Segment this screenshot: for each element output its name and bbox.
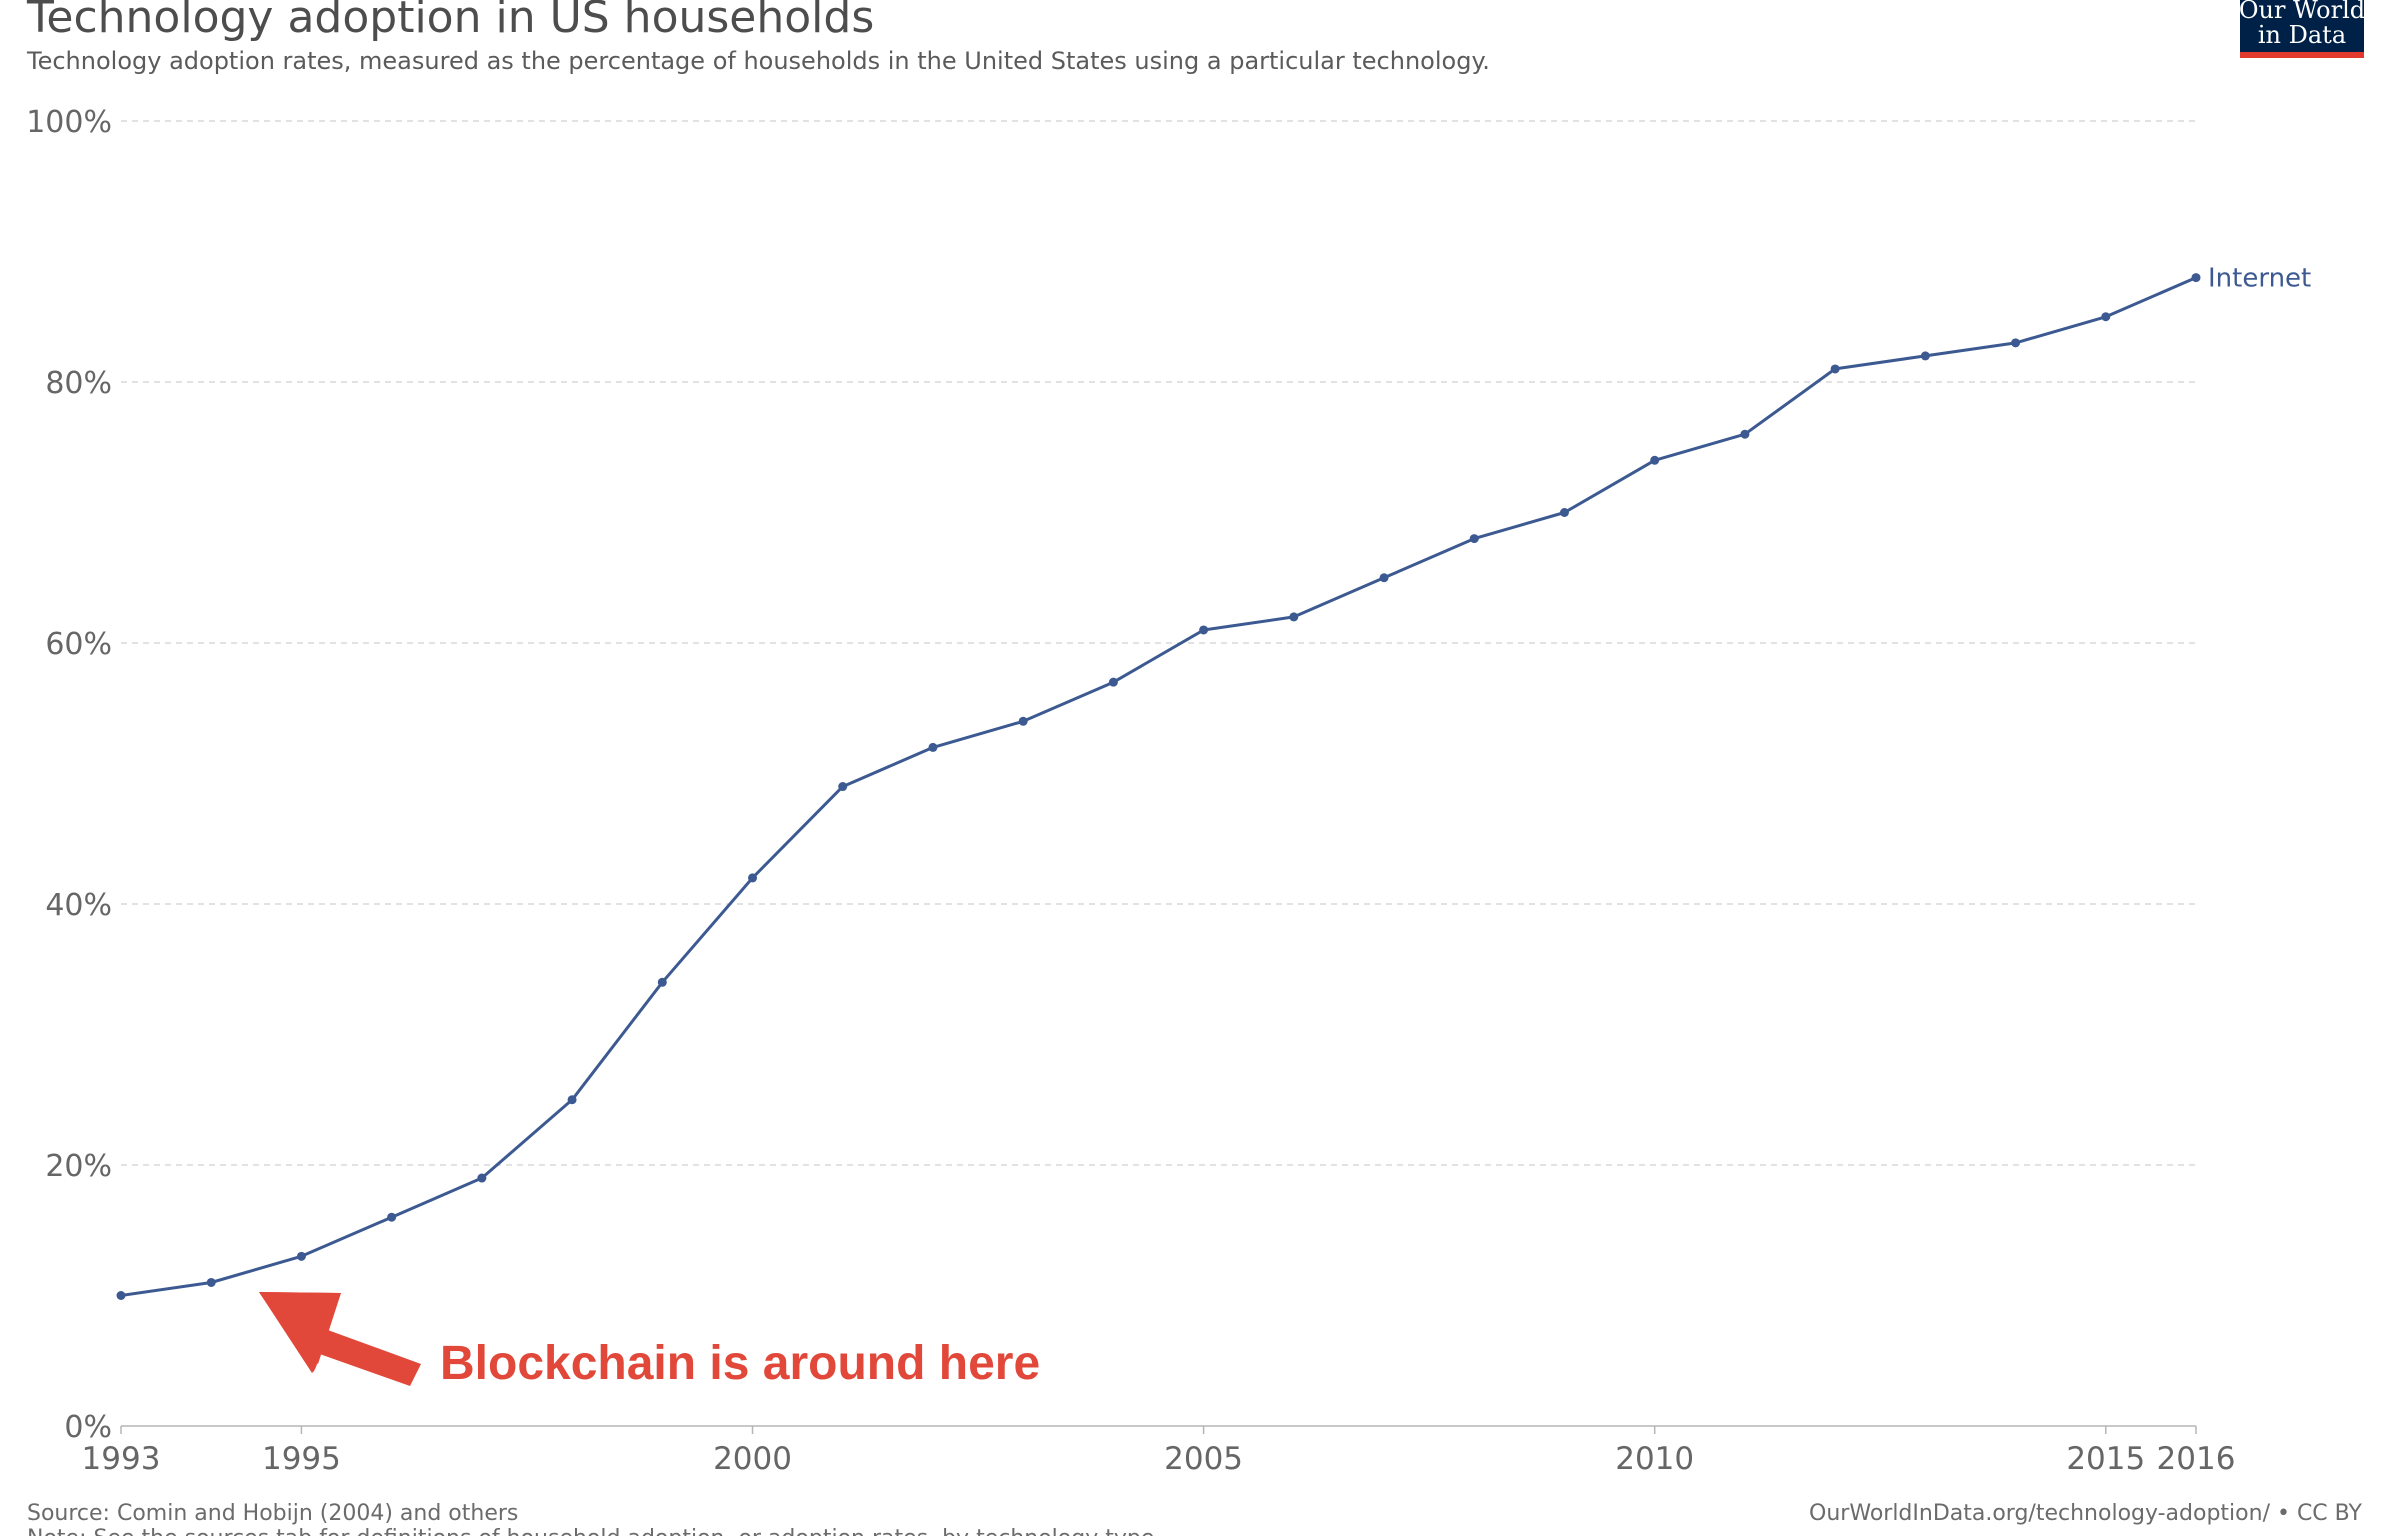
data-point[interactable] — [296, 1251, 306, 1261]
annotation-arrow-head — [259, 1292, 341, 1364]
data-point[interactable] — [1199, 625, 1209, 635]
data-point[interactable] — [477, 1173, 487, 1183]
y-tick-label: 60% — [45, 627, 112, 662]
chart-title: Technology adoption in US households — [26, 0, 874, 43]
data-point[interactable] — [1740, 429, 1750, 439]
x-tick-label: 1995 — [262, 1441, 341, 1477]
data-point[interactable] — [1469, 534, 1479, 544]
series-line-internet[interactable] — [120, 276, 2197, 1297]
data-point[interactable] — [2191, 273, 2201, 283]
data-point[interactable] — [748, 873, 758, 883]
data-point[interactable] — [1830, 364, 1840, 374]
y-tick-label: 0% — [64, 1410, 112, 1445]
y-tick-label: 20% — [45, 1149, 112, 1184]
data-point[interactable] — [1379, 573, 1389, 583]
owid-logo[interactable]: Our World in Data — [2239, 0, 2365, 58]
series-label: Internet — [2208, 264, 2311, 294]
x-tick-label: 2016 — [2157, 1441, 2236, 1477]
x-tick-label: 2015 — [2066, 1441, 2145, 1477]
data-point[interactable] — [2101, 312, 2111, 322]
data-point[interactable] — [1559, 508, 1569, 517]
logo-accent-bar — [2240, 52, 2364, 58]
data-point[interactable] — [838, 782, 848, 792]
footer-source: Source: Comin and Hobijn (2004) and othe… — [27, 1501, 518, 1526]
chart-subtitle: Technology adoption rates, measured as t… — [26, 47, 1490, 75]
data-point[interactable] — [387, 1212, 397, 1222]
blockchain-annotation: Blockchain is around here — [259, 1292, 1040, 1390]
data-point[interactable] — [206, 1277, 216, 1287]
y-tick-label: 40% — [45, 888, 112, 923]
x-axis-ticks: 1993 1995 2000 2005 2010 2015 2016 — [82, 1426, 2236, 1477]
footer-attribution[interactable]: OurWorldInData.org/technology-adoption/ … — [1809, 1501, 2363, 1526]
data-point[interactable] — [1650, 455, 1660, 465]
x-tick-label: 2005 — [1164, 1441, 1243, 1477]
data-point[interactable] — [116, 1291, 126, 1300]
x-tick-label: 2000 — [713, 1441, 792, 1477]
series-layer: Internet — [116, 264, 2311, 1300]
data-point[interactable] — [1108, 677, 1118, 687]
data-point[interactable] — [1289, 612, 1299, 622]
footer-note: Note: See the sources tab for definition… — [27, 1526, 1161, 1536]
data-point[interactable] — [2011, 338, 2021, 348]
grid-lines — [121, 120, 2196, 1166]
logo-background — [2240, 0, 2364, 55]
y-tick-label: 100% — [26, 105, 112, 140]
x-tick-label: 2010 — [1615, 1441, 1694, 1477]
data-point[interactable] — [657, 977, 667, 987]
data-point[interactable] — [928, 742, 938, 752]
y-tick-label: 80% — [45, 366, 112, 401]
data-point[interactable] — [1018, 716, 1028, 726]
y-axis-ticks: 0% 20% 40% 60% 80% 100% — [26, 105, 112, 1445]
logo-line-1: Our World — [2239, 0, 2365, 24]
annotation-text: Blockchain is around here — [440, 1337, 1040, 1390]
logo-line-2: in Data — [2258, 21, 2346, 49]
data-point[interactable] — [567, 1095, 577, 1105]
data-point[interactable] — [1920, 351, 1930, 361]
x-tick-label: 1993 — [82, 1441, 161, 1477]
